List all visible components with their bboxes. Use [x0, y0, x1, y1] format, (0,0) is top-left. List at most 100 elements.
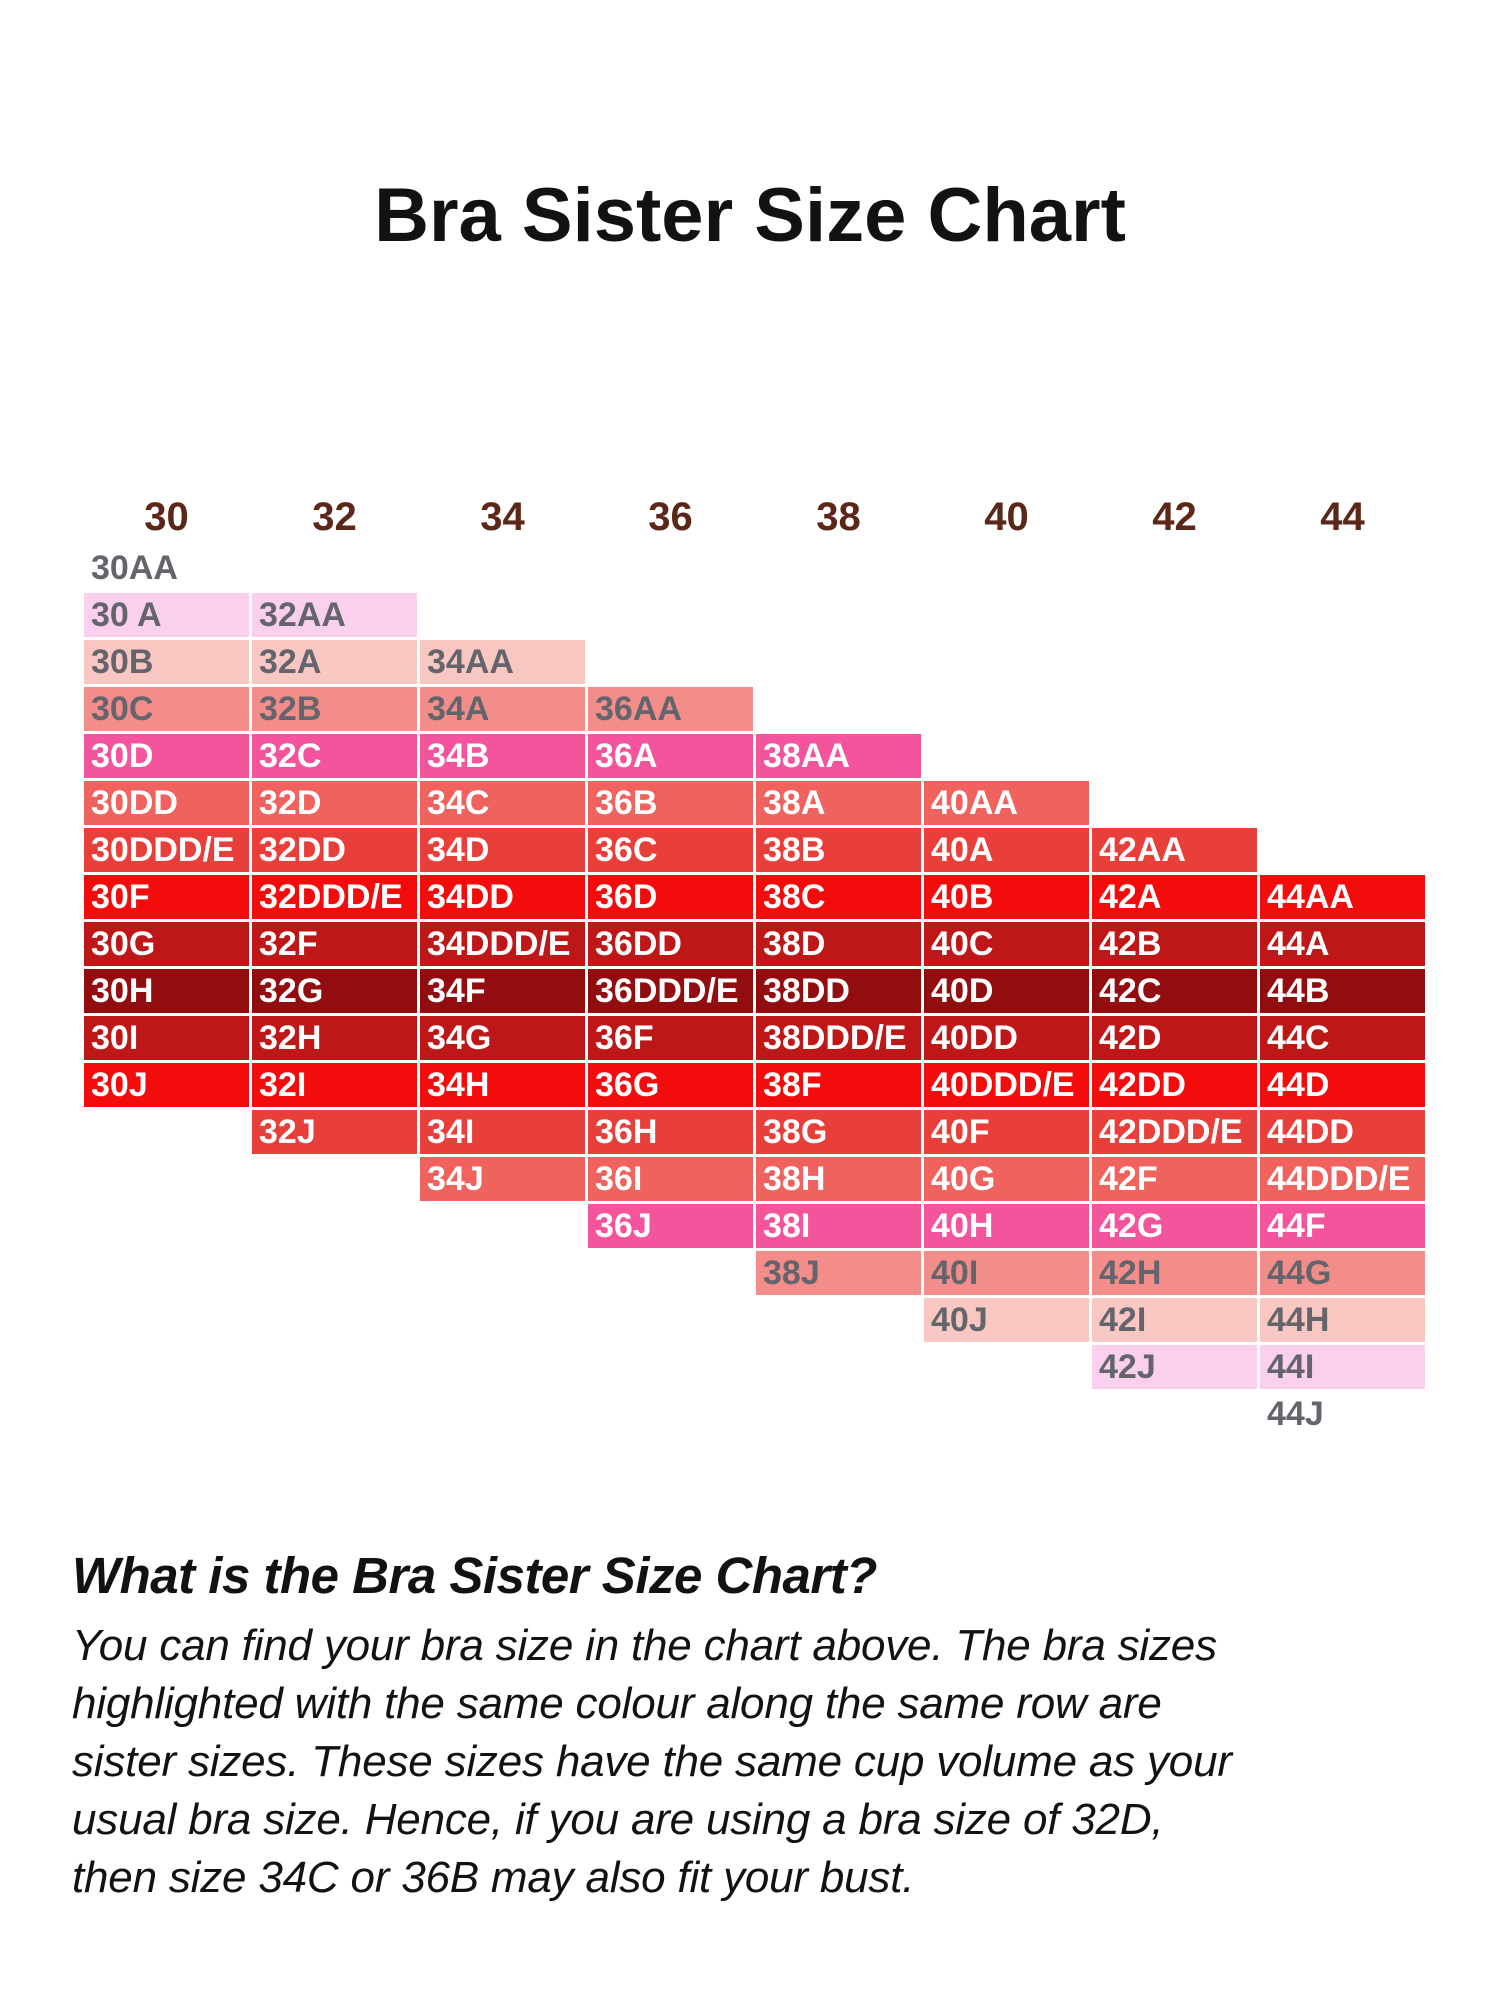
size-cell: 42DDD/E: [1092, 1110, 1257, 1154]
size-cell: 30B: [84, 640, 249, 684]
size-cell: 32I: [252, 1063, 417, 1107]
size-cell: 38F: [756, 1063, 921, 1107]
size-cell: 40I: [924, 1251, 1089, 1295]
size-cell: 30G: [84, 922, 249, 966]
band-header: 38: [816, 494, 861, 539]
page-title: Bra Sister Size Chart: [374, 173, 1126, 258]
size-cell: 30 A: [84, 593, 249, 637]
size-cell: 34D: [420, 828, 585, 872]
size-cell: 42D: [1092, 1016, 1257, 1060]
size-cell: 30AA: [91, 549, 178, 587]
size-cell: 38I: [756, 1204, 921, 1248]
size-cell: 40G: [924, 1157, 1089, 1201]
size-cell: 32AA: [252, 593, 417, 637]
size-cell: 42J: [1092, 1345, 1257, 1389]
size-cell: 36A: [588, 734, 753, 778]
size-cell: 44J: [1267, 1395, 1324, 1433]
size-cell: 34H: [420, 1063, 585, 1107]
size-cell: 44G: [1260, 1251, 1425, 1295]
band-header: 32: [312, 494, 357, 539]
band-header-row: 30 32 34 36 38 40 42 44: [84, 494, 1425, 540]
size-cell: 32H: [252, 1016, 417, 1060]
size-cell: 42I: [1092, 1298, 1257, 1342]
size-cell: 34B: [420, 734, 585, 778]
size-cell: 30F: [84, 875, 249, 919]
size-cell: 38C: [756, 875, 921, 919]
size-cell: 38A: [756, 781, 921, 825]
band-header: 42: [1152, 494, 1197, 539]
size-cell: 40A: [924, 828, 1089, 872]
size-cell: 36AA: [588, 687, 753, 731]
size-cell: 32B: [252, 687, 417, 731]
size-cell: 44F: [1260, 1204, 1425, 1248]
size-cell: 44D: [1260, 1063, 1425, 1107]
size-cell: 42B: [1092, 922, 1257, 966]
size-cell: 36F: [588, 1016, 753, 1060]
footer-section: What is the Bra Sister Size Chart? You c…: [72, 1546, 1442, 1907]
band-header: 40: [984, 494, 1029, 539]
size-cell: 30I: [84, 1016, 249, 1060]
size-cell: 40DDD/E: [924, 1063, 1089, 1107]
size-cell: 44DD: [1260, 1110, 1425, 1154]
size-cell: 42DD: [1092, 1063, 1257, 1107]
band-header: 44: [1320, 494, 1365, 539]
footer-heading: What is the Bra Sister Size Chart?: [72, 1547, 877, 1604]
size-cell: 40DD: [924, 1016, 1089, 1060]
size-cell: 42H: [1092, 1251, 1257, 1295]
band-header: 36: [648, 494, 693, 539]
size-cell: 32C: [252, 734, 417, 778]
size-cell: 42G: [1092, 1204, 1257, 1248]
size-cell: 40F: [924, 1110, 1089, 1154]
size-cell: 34DDD/E: [420, 922, 585, 966]
size-cell: 30DDD/E: [84, 828, 249, 872]
size-cell: 38AA: [756, 734, 921, 778]
size-cell: 36G: [588, 1063, 753, 1107]
size-cell: 30DD: [84, 781, 249, 825]
size-cell: 42F: [1092, 1157, 1257, 1201]
size-cell: 36B: [588, 781, 753, 825]
size-cell: 30H: [84, 969, 249, 1013]
size-cell: 30J: [84, 1063, 249, 1107]
size-cell: 38H: [756, 1157, 921, 1201]
size-cell: 36C: [588, 828, 753, 872]
size-cell: 36J: [588, 1204, 753, 1248]
size-cell: 32DD: [252, 828, 417, 872]
size-cell: 34I: [420, 1110, 585, 1154]
size-cell: 32J: [252, 1110, 417, 1154]
size-cell: 44AA: [1260, 875, 1425, 919]
size-cell: 32D: [252, 781, 417, 825]
size-cell: 44A: [1260, 922, 1425, 966]
size-cell: 42AA: [1092, 828, 1257, 872]
size-cell: 38B: [756, 828, 921, 872]
size-cell: 32F: [252, 922, 417, 966]
size-cell: 32DDD/E: [252, 875, 417, 919]
size-cell: 30C: [84, 687, 249, 731]
size-cell: 34AA: [420, 640, 585, 684]
size-cell: 40J: [924, 1298, 1089, 1342]
size-cell: 36I: [588, 1157, 753, 1201]
size-cell: 32A: [252, 640, 417, 684]
size-cell: 44I: [1260, 1345, 1425, 1389]
size-cell: 40AA: [924, 781, 1089, 825]
sister-size-grid: 30AA 30 A 32AA 30B 32A 34AA 30C 32B 34A 36AA 30D 32…: [84, 546, 1425, 1436]
size-cell: 38D: [756, 922, 921, 966]
size-cell: 40H: [924, 1204, 1089, 1248]
size-cell: 34J: [420, 1157, 585, 1201]
size-cell: 42C: [1092, 969, 1257, 1013]
size-cell: 44DDD/E: [1260, 1157, 1425, 1201]
size-cell: 44B: [1260, 969, 1425, 1013]
size-cell: 38DD: [756, 969, 921, 1013]
size-cell: 32G: [252, 969, 417, 1013]
size-cell: 40B: [924, 875, 1089, 919]
size-cell: 36DDD/E: [588, 969, 753, 1013]
size-cell: 44H: [1260, 1298, 1425, 1342]
size-cell: 42A: [1092, 875, 1257, 919]
size-cell: 34F: [420, 969, 585, 1013]
size-cell: 34DD: [420, 875, 585, 919]
footer-body: You can find your bra size in the chart …: [72, 1621, 1232, 1902]
size-cell: 44C: [1260, 1016, 1425, 1060]
size-cell: 36H: [588, 1110, 753, 1154]
band-header: 30: [144, 494, 189, 539]
size-cell: 38G: [756, 1110, 921, 1154]
size-cell: 34C: [420, 781, 585, 825]
